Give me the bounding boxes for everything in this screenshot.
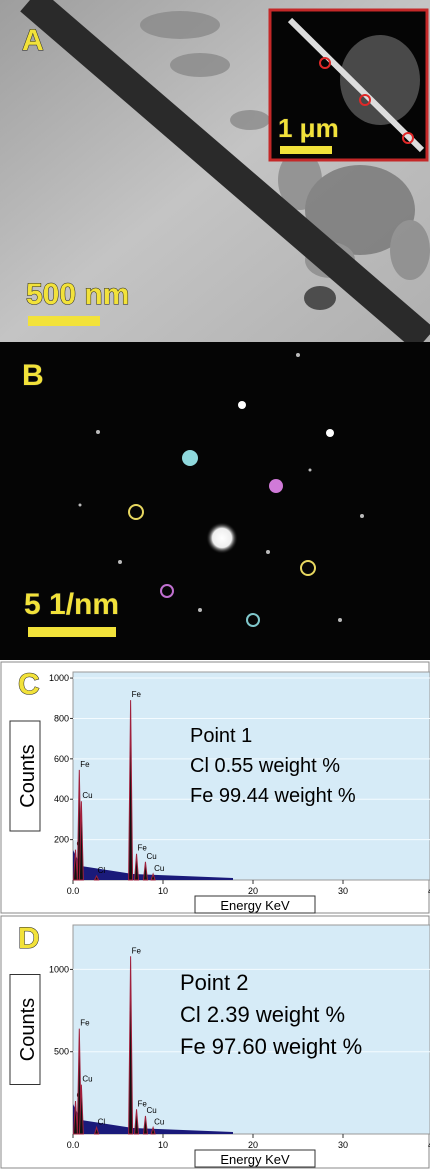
peak-label: Cu bbox=[82, 791, 92, 800]
peak-label: Cu bbox=[154, 864, 164, 873]
x-tick-label: 20 bbox=[248, 886, 258, 896]
y-axis-label: Counts bbox=[17, 744, 39, 807]
y-axis-label: Counts bbox=[17, 998, 39, 1061]
x-tick-label: 20 bbox=[248, 1140, 258, 1150]
x-tick-label: 10 bbox=[158, 1140, 168, 1150]
panel-a: A 1 μm 500 nm bbox=[0, 0, 430, 342]
peak-label: Cl bbox=[98, 1117, 106, 1126]
central-beam bbox=[206, 522, 238, 554]
peak-label: Cu bbox=[146, 852, 156, 861]
panel-label: B bbox=[22, 359, 44, 392]
figure: A 1 μm 500 nm B 5 1/nm 200 400 600 800 1000 0… bbox=[0, 0, 430, 1169]
panel-spectrum: 50010000.010203040CFeCuClFeFeCuCuDCounts… bbox=[1, 916, 430, 1168]
x-axis-label: Energy KeV bbox=[220, 1152, 290, 1167]
peak-label: Fe bbox=[80, 1019, 90, 1028]
panel-b: B 5 1/nm bbox=[0, 342, 430, 660]
scale-bar bbox=[28, 627, 116, 637]
x-tick-label: 10 bbox=[158, 886, 168, 896]
peak-label: Cu bbox=[154, 1117, 164, 1126]
annotation: Fe 97.60 weight % bbox=[180, 1034, 362, 1059]
peak-label: Fe bbox=[132, 690, 142, 699]
peak-label: Cl bbox=[98, 866, 106, 875]
x-tick-label: 0.0 bbox=[67, 1140, 80, 1150]
x-axis-label: Energy KeV bbox=[220, 898, 290, 913]
page: A 1 μm 500 nm B 5 1/nm 200 400 600 800 1000 0… bbox=[0, 0, 430, 1169]
y-tick-label: 800 bbox=[54, 713, 69, 723]
y-tick-label: 400 bbox=[54, 794, 69, 804]
panel-label: A bbox=[22, 24, 44, 57]
annotation: Fe 99.44 weight % bbox=[190, 785, 356, 807]
peak-label: Fe bbox=[80, 760, 90, 769]
annotation: Cl 0.55 weight % bbox=[190, 755, 340, 777]
y-tick-label: 1000 bbox=[49, 673, 69, 683]
spot bbox=[269, 479, 283, 493]
scale-bar bbox=[280, 146, 332, 154]
scale-bar-label: 5 1/nm bbox=[24, 588, 119, 621]
x-tick-label: 30 bbox=[338, 886, 348, 896]
peak-label: Fe bbox=[132, 946, 142, 955]
scale-bar bbox=[28, 316, 100, 326]
annotation: Point 1 bbox=[190, 725, 252, 747]
peak-label: Cu bbox=[146, 1106, 156, 1115]
y-tick-label: 200 bbox=[54, 835, 69, 845]
x-tick-label: 0.0 bbox=[67, 886, 80, 896]
y-tick-label: 600 bbox=[54, 754, 69, 764]
panel-spectrum: 20040060080010000.010203040CFeCuClFeFeCu… bbox=[1, 662, 430, 913]
panel-label: D bbox=[18, 922, 40, 955]
annotation: Point 2 bbox=[180, 970, 249, 995]
y-tick-label: 500 bbox=[54, 1047, 69, 1057]
spot bbox=[182, 450, 198, 466]
peak-label: Cu bbox=[82, 1075, 92, 1084]
x-tick-label: 30 bbox=[338, 1140, 348, 1150]
y-tick-label: 1000 bbox=[49, 964, 69, 974]
panel-label: C bbox=[18, 668, 40, 701]
scale-bar-label: 1 μm bbox=[278, 113, 339, 143]
plot-area bbox=[73, 925, 430, 1134]
annotation: Cl 2.39 weight % bbox=[180, 1002, 345, 1027]
scale-bar-label: 500 nm bbox=[26, 278, 129, 311]
